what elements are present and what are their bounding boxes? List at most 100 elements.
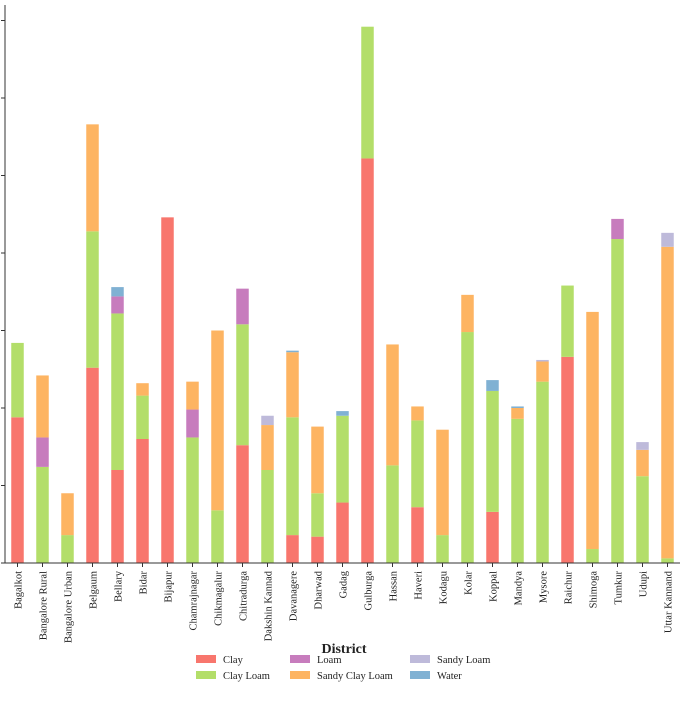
bar-kolar-sandy-clay-loam <box>461 294 474 333</box>
bar-gulburga-clay <box>361 158 374 563</box>
bar-dharwad-clay <box>311 536 324 563</box>
x-tick-label-bangalore-rural: Bangalore Rural <box>39 571 50 640</box>
bar-chamrajnagar-clay-loam <box>186 437 199 563</box>
x-tick-label-gulburga: Gulburga <box>364 571 375 611</box>
x-tick-label-bangalore-urban: Bangalore Urban <box>64 570 75 643</box>
y-axis <box>1 5 6 564</box>
bar-davanagere-clay <box>286 535 299 563</box>
bar-shimoga-clay-loam <box>586 549 599 563</box>
bar-udupi-clay-loam <box>636 476 649 563</box>
bar-belgaum-clay-loam <box>86 231 99 368</box>
bar-mandya-clay-loam <box>511 418 524 563</box>
legend-swatch-loam <box>290 655 310 663</box>
bar-mysore-sandy-clay-loam <box>536 361 549 382</box>
x-tick-label-chikmagalur: Chikmagalur <box>214 571 225 626</box>
bar-chikmagalur-clay-loam <box>211 510 224 563</box>
bar-koppal-clay-loam <box>486 390 499 512</box>
bar-hassan-sandy-clay-loam <box>386 344 399 466</box>
bar-bidar-sandy-clay-loam <box>136 383 149 396</box>
plot-area <box>11 26 674 564</box>
bar-bangalore-rural-sandy-clay-loam <box>36 375 49 438</box>
bar-davanagere-clay-loam <box>286 417 299 536</box>
x-tick-label-chitradurga: Chitradurga <box>239 571 250 621</box>
bar-haveri-sandy-clay-loam <box>411 406 424 421</box>
bar-tumkur-clay-loam <box>611 239 624 564</box>
legend-swatch-clay <box>196 655 216 663</box>
x-tick-label-chamrajnagar: Chamrajnagar <box>189 571 200 631</box>
legend-label-water: Water <box>437 671 462 682</box>
bar-hassan-clay-loam <box>386 465 399 563</box>
bar-bangalore-rural-clay-loam <box>36 466 49 563</box>
x-tick-label-gadag: Gadag <box>339 570 350 598</box>
legend-swatch-sandy-loam <box>410 655 430 663</box>
legend-label-clay: Clay <box>223 655 244 666</box>
legend-swatch-sandy-clay-loam <box>290 671 310 679</box>
bar-gulburga-clay-loam <box>361 26 374 159</box>
bar-dakshin-kannad-sandy-clay-loam <box>261 425 274 470</box>
bar-uttar-kannand-clay-loam <box>661 558 674 563</box>
bar-kolar-clay-loam <box>461 332 474 563</box>
bar-dharwad-sandy-clay-loam <box>311 426 324 494</box>
x-tick-label-uttar-kannand: Uttar Kannand <box>664 570 675 633</box>
legend-swatch-water <box>410 671 430 679</box>
bar-mysore-sandy-loam <box>536 359 549 362</box>
x-tick-label-shimoga: Shimoga <box>589 571 600 609</box>
bar-bangalore-rural-loam <box>36 437 49 467</box>
x-tick-label-mysore: Mysore <box>539 571 550 603</box>
bar-raichur-clay <box>561 356 574 563</box>
bar-belgaum-sandy-clay-loam <box>86 124 99 232</box>
bar-belgaum-clay <box>86 367 99 563</box>
bar-udupi-sandy-loam <box>636 442 649 450</box>
legend-label-clay-loam: Clay Loam <box>223 671 270 682</box>
bar-shimoga-sandy-clay-loam <box>586 311 599 550</box>
bar-dakshin-kannad-sandy-loam <box>261 415 274 426</box>
bar-uttar-kannand-sandy-clay-loam <box>661 246 674 559</box>
x-tick-label-mandya: Mandya <box>514 571 525 606</box>
bar-uttar-kannand-sandy-loam <box>661 232 674 247</box>
bar-koppal-clay <box>486 511 499 563</box>
bar-bidar-clay-loam <box>136 395 149 439</box>
bar-chamrajnagar-sandy-clay-loam <box>186 381 199 410</box>
x-tick-label-koppal: Koppal <box>489 571 500 602</box>
x-tick-label-bagalkot: Bagalkot <box>14 571 25 609</box>
bar-bellary-clay <box>111 470 124 563</box>
bar-bangalore-urban-clay-loam <box>61 535 74 563</box>
bar-bellary-water <box>111 287 124 297</box>
bar-udupi-sandy-clay-loam <box>636 449 649 477</box>
x-tick-label-hassan: Hassan <box>389 570 400 601</box>
bar-haveri-clay-loam <box>411 420 424 508</box>
legend-label-loam: Loam <box>317 655 342 666</box>
legend-label-sandy-clay-loam: Sandy Clay Loam <box>317 671 393 682</box>
bar-davanagere-water <box>286 350 299 353</box>
bar-kodagu-clay-loam <box>436 535 449 563</box>
legend-swatch-clay-loam <box>196 671 216 679</box>
x-tick-label-belgaum: Belgaum <box>89 571 100 609</box>
bar-bellary-loam <box>111 296 124 314</box>
legend-label-sandy-loam: Sandy Loam <box>437 655 490 666</box>
bar-mandya-water <box>511 406 524 408</box>
bar-bangalore-urban-sandy-clay-loam <box>61 493 74 536</box>
bar-bidar-clay <box>136 439 149 563</box>
bar-gadag-clay-loam <box>336 415 349 503</box>
x-tick-label-bijapur: Bijapur <box>164 571 175 603</box>
bar-haveri-clay <box>411 507 424 563</box>
bar-bellary-clay-loam <box>111 313 124 470</box>
bar-bagalkot-clay <box>11 417 24 563</box>
bar-chitradurga-clay-loam <box>236 324 249 446</box>
x-tick-label-kodagu: Kodagu <box>439 570 450 604</box>
bar-chikmagalur-sandy-clay-loam <box>211 330 224 511</box>
bar-gadag-clay <box>336 502 349 563</box>
bar-kodagu-sandy-clay-loam <box>436 429 449 536</box>
bar-mandya-sandy-clay-loam <box>511 408 524 419</box>
x-axis-title: District <box>321 642 366 657</box>
bar-bagalkot-clay-loam <box>11 342 24 418</box>
x-tick-label-haveri: Haveri <box>414 571 425 600</box>
bar-raichur-clay-loam <box>561 285 574 357</box>
x-tick-label-tumkur: Tumkur <box>614 571 625 605</box>
bar-dakshin-kannad-clay-loam <box>261 470 274 563</box>
bar-gadag-water <box>336 411 349 416</box>
bar-davanagere-sandy-clay-loam <box>286 352 299 418</box>
bar-chitradurga-clay <box>236 445 249 563</box>
x-axis: Bagalkot Bangalore Rural Bangalore Urban Be… <box>5 562 680 643</box>
